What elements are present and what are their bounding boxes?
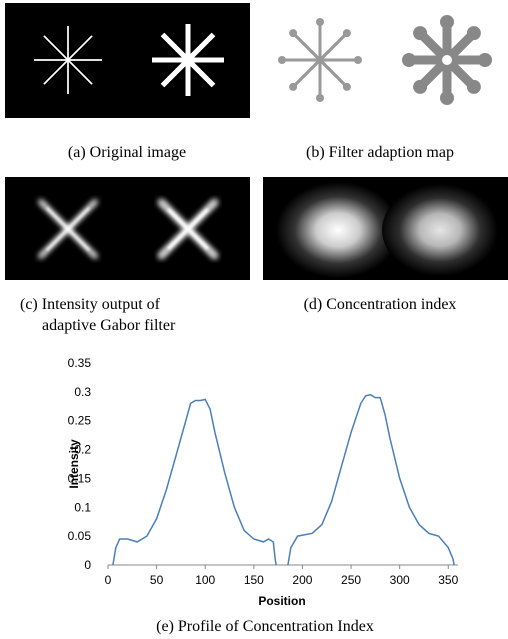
x-axis-title: Position bbox=[258, 594, 305, 608]
knob bbox=[402, 53, 416, 67]
x-tick-label: 100 bbox=[195, 573, 215, 587]
knob bbox=[478, 53, 492, 67]
y-tick-label: 0.05 bbox=[68, 529, 92, 543]
x-tick-label: 350 bbox=[438, 573, 458, 587]
spoke bbox=[46, 207, 90, 251]
knob bbox=[354, 56, 362, 64]
knob bbox=[316, 94, 324, 102]
x-tick-label: 200 bbox=[292, 573, 312, 587]
knob bbox=[316, 18, 324, 26]
knob bbox=[413, 79, 428, 94]
y-tick-label: 0 bbox=[84, 558, 91, 572]
y-tick-label: 0.1 bbox=[74, 500, 91, 514]
knob bbox=[278, 56, 286, 64]
knob bbox=[466, 79, 481, 94]
knob bbox=[440, 15, 454, 29]
y-tick-label: 0.35 bbox=[68, 356, 92, 370]
knob bbox=[440, 91, 454, 105]
center bbox=[442, 55, 452, 65]
x-tick-label: 300 bbox=[390, 573, 410, 587]
x-tick-label: 0 bbox=[105, 573, 112, 587]
y-tick-label: 0.15 bbox=[68, 471, 92, 485]
spoke bbox=[292, 32, 348, 88]
x-tick-label: 250 bbox=[341, 573, 361, 587]
spoke bbox=[160, 32, 216, 88]
y-tick-label: 0.3 bbox=[74, 385, 91, 399]
x-tick-label: 150 bbox=[244, 573, 264, 587]
image-content bbox=[28, 24, 228, 269]
line-series bbox=[112, 393, 455, 566]
knob bbox=[466, 26, 481, 41]
caption: (d) Concentration index bbox=[304, 296, 457, 313]
caption: (a) Original image bbox=[68, 144, 186, 161]
caption: (e) Profile of Concentration Index bbox=[156, 618, 374, 635]
knob bbox=[342, 29, 351, 38]
y-tick-label: 0.2 bbox=[74, 443, 91, 457]
knob bbox=[342, 82, 351, 91]
knob bbox=[289, 29, 298, 38]
x-tick-label: 50 bbox=[150, 573, 164, 587]
knob bbox=[289, 82, 298, 91]
caption: (b) Filter adaption map bbox=[306, 144, 454, 161]
spoke bbox=[43, 35, 93, 85]
glow bbox=[276, 182, 400, 278]
image-b bbox=[278, 15, 492, 105]
caption: adaptive Gabor filter bbox=[42, 317, 176, 334]
y-tick-label: 0.25 bbox=[68, 414, 92, 428]
spoke bbox=[167, 208, 209, 250]
glow bbox=[382, 184, 498, 276]
chart: Position Intensity 0 0.05 0.1 0.15 0.2 0.25 0.… bbox=[67, 356, 459, 608]
caption: (c) Intensity output of bbox=[20, 296, 161, 313]
y-axis-title: Intensity bbox=[67, 439, 81, 489]
knob bbox=[413, 26, 428, 41]
